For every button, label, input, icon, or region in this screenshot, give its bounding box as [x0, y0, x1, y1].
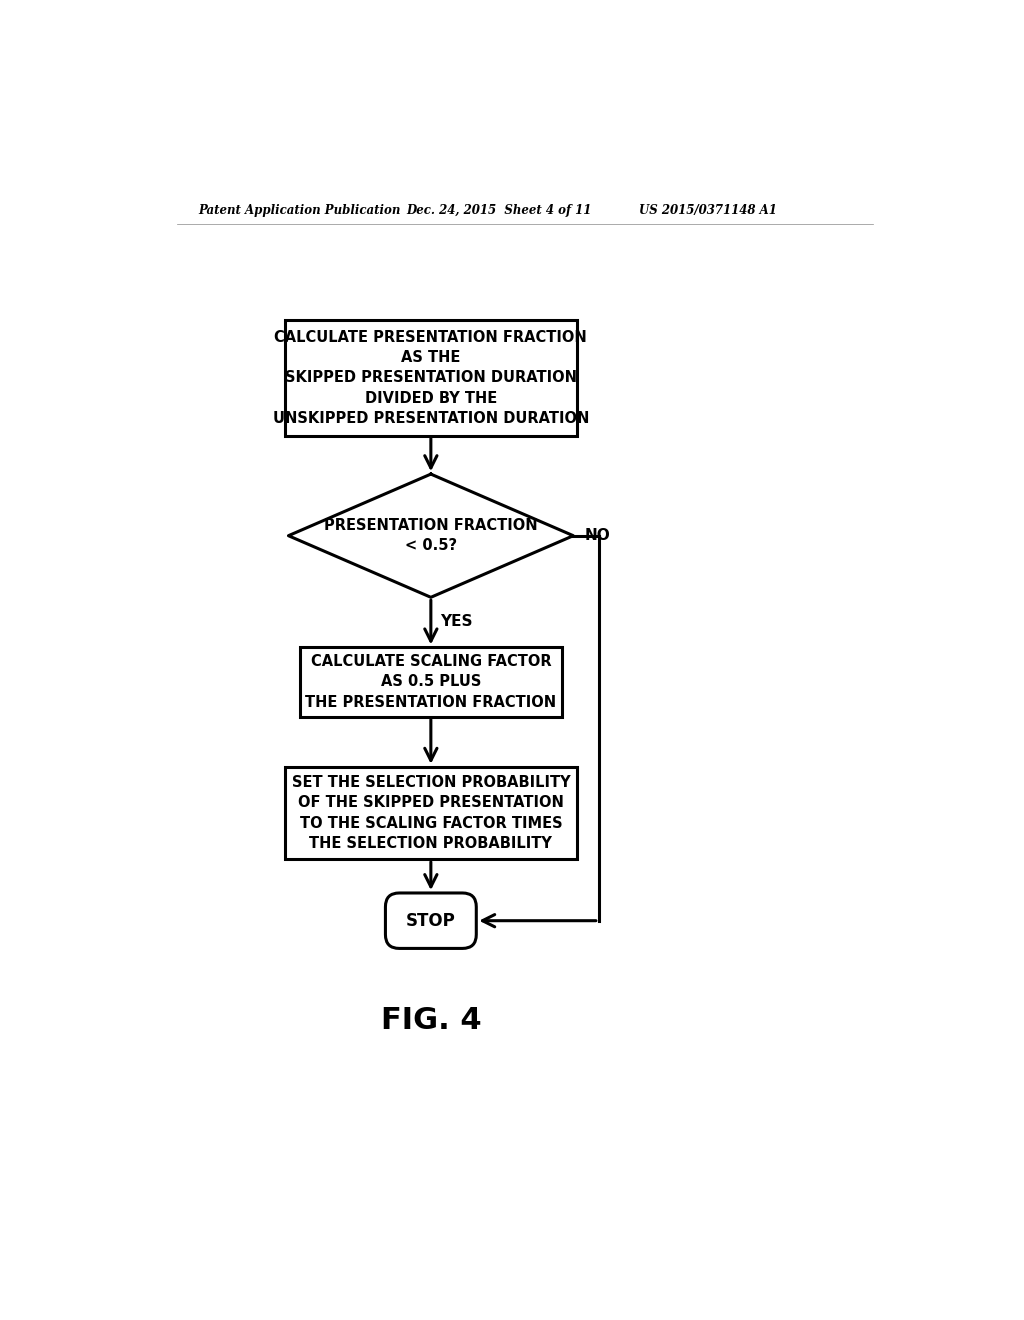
Text: YES: YES	[440, 614, 473, 630]
Text: FIG. 4: FIG. 4	[381, 1006, 481, 1035]
Text: CALCULATE SCALING FACTOR
AS 0.5 PLUS
THE PRESENTATION FRACTION: CALCULATE SCALING FACTOR AS 0.5 PLUS THE…	[305, 655, 556, 710]
Bar	[300, 647, 562, 717]
Text: Patent Application Publication: Patent Application Publication	[199, 205, 400, 218]
FancyBboxPatch shape	[385, 892, 476, 949]
Bar	[285, 321, 578, 436]
Text: US 2015/0371148 A1: US 2015/0371148 A1	[639, 205, 776, 218]
Text: NO: NO	[585, 528, 610, 544]
Text: STOP: STOP	[406, 912, 456, 929]
Text: SET THE SELECTION PROBABILITY
OF THE SKIPPED PRESENTATION
TO THE SCALING FACTOR : SET THE SELECTION PROBABILITY OF THE SKI…	[292, 775, 570, 851]
Text: Dec. 24, 2015  Sheet 4 of 11: Dec. 24, 2015 Sheet 4 of 11	[407, 205, 592, 218]
Bar	[285, 767, 578, 859]
Text: CALCULATE PRESENTATION FRACTION
AS THE
SKIPPED PRESENTATION DURATION
DIVIDED BY : CALCULATE PRESENTATION FRACTION AS THE S…	[272, 330, 589, 426]
Text: PRESENTATION FRACTION
< 0.5?: PRESENTATION FRACTION < 0.5?	[324, 517, 538, 553]
